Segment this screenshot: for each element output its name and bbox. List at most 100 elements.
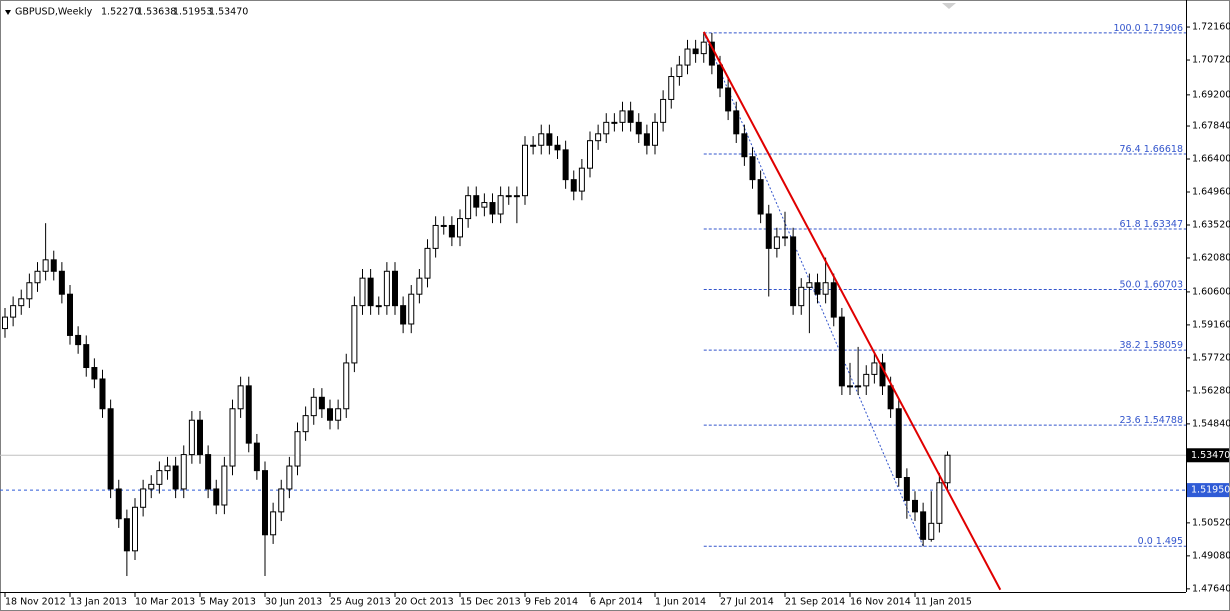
candle-body xyxy=(58,270,65,295)
candle-body xyxy=(253,442,260,472)
candle-body xyxy=(335,408,342,421)
x-tick-label: 27 Jul 2014 xyxy=(720,597,774,608)
candle-body xyxy=(603,121,610,135)
x-tick-label: 20 Oct 2013 xyxy=(395,597,454,608)
x-tick-label: 16 Nov 2014 xyxy=(850,597,911,608)
candle-body xyxy=(375,305,382,308)
candle-body xyxy=(424,247,431,279)
candle-body xyxy=(497,195,504,215)
candle-body xyxy=(205,454,212,490)
candle-body xyxy=(627,110,634,123)
candle-body xyxy=(367,277,374,307)
candle-body xyxy=(278,488,285,513)
candle-body xyxy=(765,213,772,249)
trendline xyxy=(702,31,1002,591)
x-tick-label: 9 Feb 2014 xyxy=(525,597,578,608)
candle-body xyxy=(237,385,244,410)
candle-body xyxy=(440,224,447,227)
candle-body xyxy=(546,133,553,146)
candle-body xyxy=(668,76,675,100)
scroll-marker xyxy=(942,3,956,9)
candle-body xyxy=(481,202,488,208)
fib-price: 1.66618 xyxy=(1144,144,1183,155)
candle-body xyxy=(75,334,82,346)
candle-body xyxy=(34,270,41,284)
y-tick-label: 1.63520 xyxy=(1192,220,1230,231)
candle-body xyxy=(895,408,902,478)
fib-label: 23.6 1.54788 xyxy=(1120,415,1183,426)
fib-price: 1.63347 xyxy=(1144,218,1183,229)
fib-price: 1.58059 xyxy=(1144,340,1183,351)
y-tick-label: 1.49080 xyxy=(1192,550,1230,561)
candle-body xyxy=(773,236,780,249)
x-tick-label: 13 Jan 2013 xyxy=(70,597,127,608)
candle-body xyxy=(172,465,179,490)
fib-label: 100.0 1.71906 xyxy=(1113,22,1183,33)
y-tick-label: 1.60600 xyxy=(1192,286,1230,297)
candle-body xyxy=(302,415,309,433)
candle-body xyxy=(270,511,277,536)
candle-body xyxy=(432,224,439,249)
current-price-label: 1.53470 xyxy=(1191,450,1230,461)
x-tick-label: 10 Mar 2013 xyxy=(135,597,195,608)
candle-body xyxy=(408,293,415,325)
candle-body xyxy=(262,470,268,536)
candle-body xyxy=(611,121,618,124)
candle-body xyxy=(741,133,748,158)
y-tick-label: 1.59160 xyxy=(1192,319,1230,330)
candle-body xyxy=(700,41,707,55)
candle-body xyxy=(920,511,927,540)
y-tick-label: 1.67840 xyxy=(1192,121,1230,132)
candle-body xyxy=(123,518,130,552)
candle-body xyxy=(351,305,358,364)
candle-body xyxy=(359,277,366,307)
candle-body xyxy=(717,64,723,89)
candle-body xyxy=(595,133,602,142)
candle-body xyxy=(587,140,593,169)
fib-label: 0.0 1.495 xyxy=(1138,536,1183,547)
menu-arrow[interactable] xyxy=(5,10,11,15)
candle-body xyxy=(99,378,106,410)
candle-body xyxy=(310,396,317,417)
candle-body xyxy=(733,110,740,135)
candle-body xyxy=(806,282,813,288)
candle-body xyxy=(782,236,788,239)
candle-body xyxy=(448,224,455,238)
fib-price: 1.71906 xyxy=(1144,22,1183,33)
candle-body xyxy=(10,305,17,318)
fib-label: 61.8 1.63347 xyxy=(1120,218,1183,229)
fib-ratio: 0.0 xyxy=(1138,536,1153,547)
candle-body xyxy=(863,373,870,387)
y-tick-label: 1.69200 xyxy=(1192,89,1230,100)
y-tick-label: 1.64960 xyxy=(1192,187,1230,198)
candle-body xyxy=(912,499,918,513)
fib-ratio: 23.6 xyxy=(1120,415,1141,426)
x-tick-label: 1 Jun 2014 xyxy=(655,597,706,608)
candle-body xyxy=(148,483,155,490)
candle-body xyxy=(221,465,228,506)
fib-ratio: 50.0 xyxy=(1120,279,1141,290)
candle-body xyxy=(554,144,561,151)
y-tick-label: 1.47640 xyxy=(1192,583,1230,594)
x-tick-label: 11 Jan 2015 xyxy=(915,597,972,608)
x-tick-label: 21 Sep 2014 xyxy=(785,597,845,608)
candle-body xyxy=(635,121,642,135)
ohlc-low: 1.51953 xyxy=(173,7,212,18)
candle-body xyxy=(660,98,667,123)
candle-body xyxy=(513,195,520,198)
x-tick-label: 15 Dec 2013 xyxy=(460,597,521,608)
ohlc-close: 1.53470 xyxy=(209,7,248,18)
symbol-label: GBPUSD,Weekly xyxy=(15,7,93,18)
candle-body xyxy=(26,282,33,300)
candle-body xyxy=(197,419,203,456)
candle-body xyxy=(2,316,8,330)
fib-ratio: 61.8 xyxy=(1120,218,1141,229)
candle-body xyxy=(245,385,252,444)
fib-price: 1.54788 xyxy=(1144,415,1183,426)
candle-body xyxy=(749,156,756,181)
candle-body xyxy=(465,195,472,220)
candle-body xyxy=(188,419,195,456)
candle-body xyxy=(887,385,894,410)
candle-body xyxy=(578,167,585,192)
